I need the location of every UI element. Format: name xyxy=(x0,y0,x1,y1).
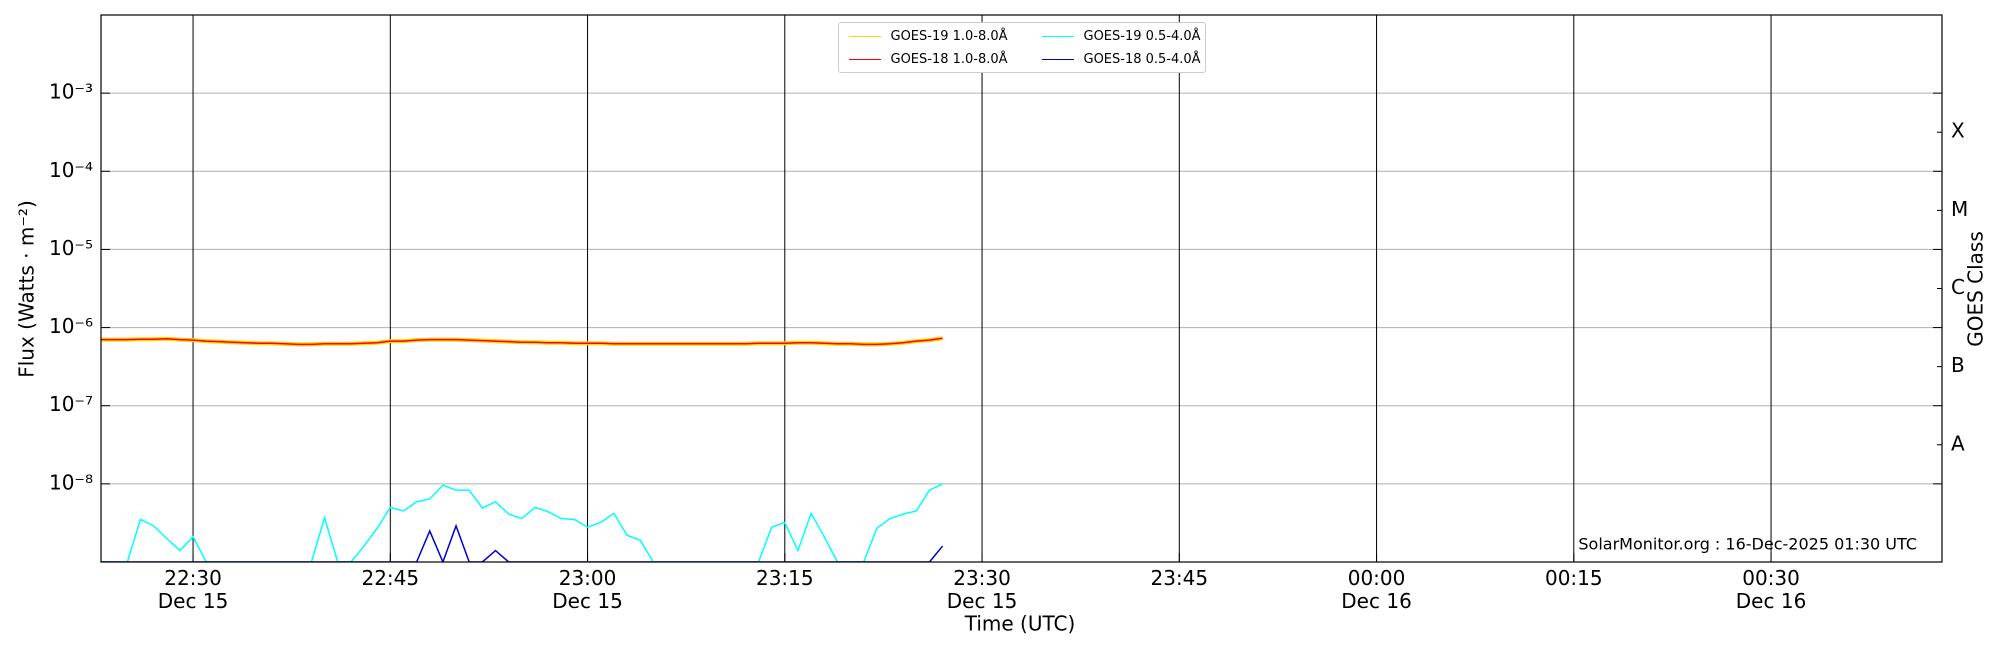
annotation: SolarMonitor.org : 16-Dec-2025 01:30 UTC xyxy=(1578,535,1917,554)
x-tick-label: 00:00 Dec 16 xyxy=(1341,566,1412,613)
y2-tick-label: M xyxy=(1951,197,1968,221)
x-tick-label: 00:15 xyxy=(1544,566,1603,590)
x-tick-label: 22:30 Dec 15 xyxy=(157,566,229,613)
legend: GOES-19 1.0-8.0Å GOES-18 1.0-8.0Å GOES-19 … xyxy=(837,22,1206,73)
y2-tick-label: X xyxy=(1951,119,1965,143)
series-line xyxy=(101,523,944,562)
legend-label: GOES-19 1.0-8.0Å xyxy=(890,28,1008,44)
legend-label: GOES-18 0.5-4.0Å xyxy=(1083,51,1201,67)
y2-tick-label: A xyxy=(1951,431,1965,455)
legend-swatch xyxy=(1041,35,1074,37)
x-tick-label: 23:45 xyxy=(1150,566,1209,590)
legend-item: GOES-18 0.5-4.0Å xyxy=(1041,49,1201,69)
legend-label: GOES-19 0.5-4.0Å xyxy=(1083,28,1201,44)
series-line xyxy=(101,337,943,346)
legend-label: GOES-18 1.0-8.0Å xyxy=(890,51,1008,67)
legend-item: GOES-19 0.5-4.0Å xyxy=(1041,26,1201,46)
legend-swatch xyxy=(1041,58,1074,60)
y-tick-label: 10⁻⁴ xyxy=(49,158,93,182)
x-axis-label: Time (UTC) xyxy=(964,612,1076,636)
x-tick-label: 22:45 xyxy=(361,566,420,590)
y-tick-label: 10⁻⁵ xyxy=(49,236,93,260)
y2-tick-label: B xyxy=(1951,353,1965,377)
y-tick-label: 10⁻³ xyxy=(49,80,93,104)
y-axis-label: Flux (Watts · m⁻²) xyxy=(15,200,39,378)
legend-item: GOES-19 1.0-8.0Å xyxy=(848,26,1008,46)
y2-axis-label: GOES Class xyxy=(1964,231,1988,347)
x-tick-label: 23:00 Dec 15 xyxy=(552,566,623,613)
y-tick-label: 10⁻⁷ xyxy=(49,392,93,416)
legend-item: GOES-18 1.0-8.0Å xyxy=(848,49,1008,69)
y-tick-label: 10⁻⁸ xyxy=(49,470,93,494)
plot-frame xyxy=(100,14,1943,563)
x-tick-label: 23:15 xyxy=(755,566,814,590)
legend-swatch xyxy=(848,35,881,37)
y-tick-label: 10⁻⁶ xyxy=(49,314,93,338)
x-tick-label: 00:30 Dec 16 xyxy=(1735,566,1807,613)
legend-swatch xyxy=(848,58,881,60)
series-line xyxy=(101,483,943,562)
x-tick-label: 23:30 Dec 15 xyxy=(946,566,1018,613)
y2-tick-label: C xyxy=(1951,275,1965,299)
